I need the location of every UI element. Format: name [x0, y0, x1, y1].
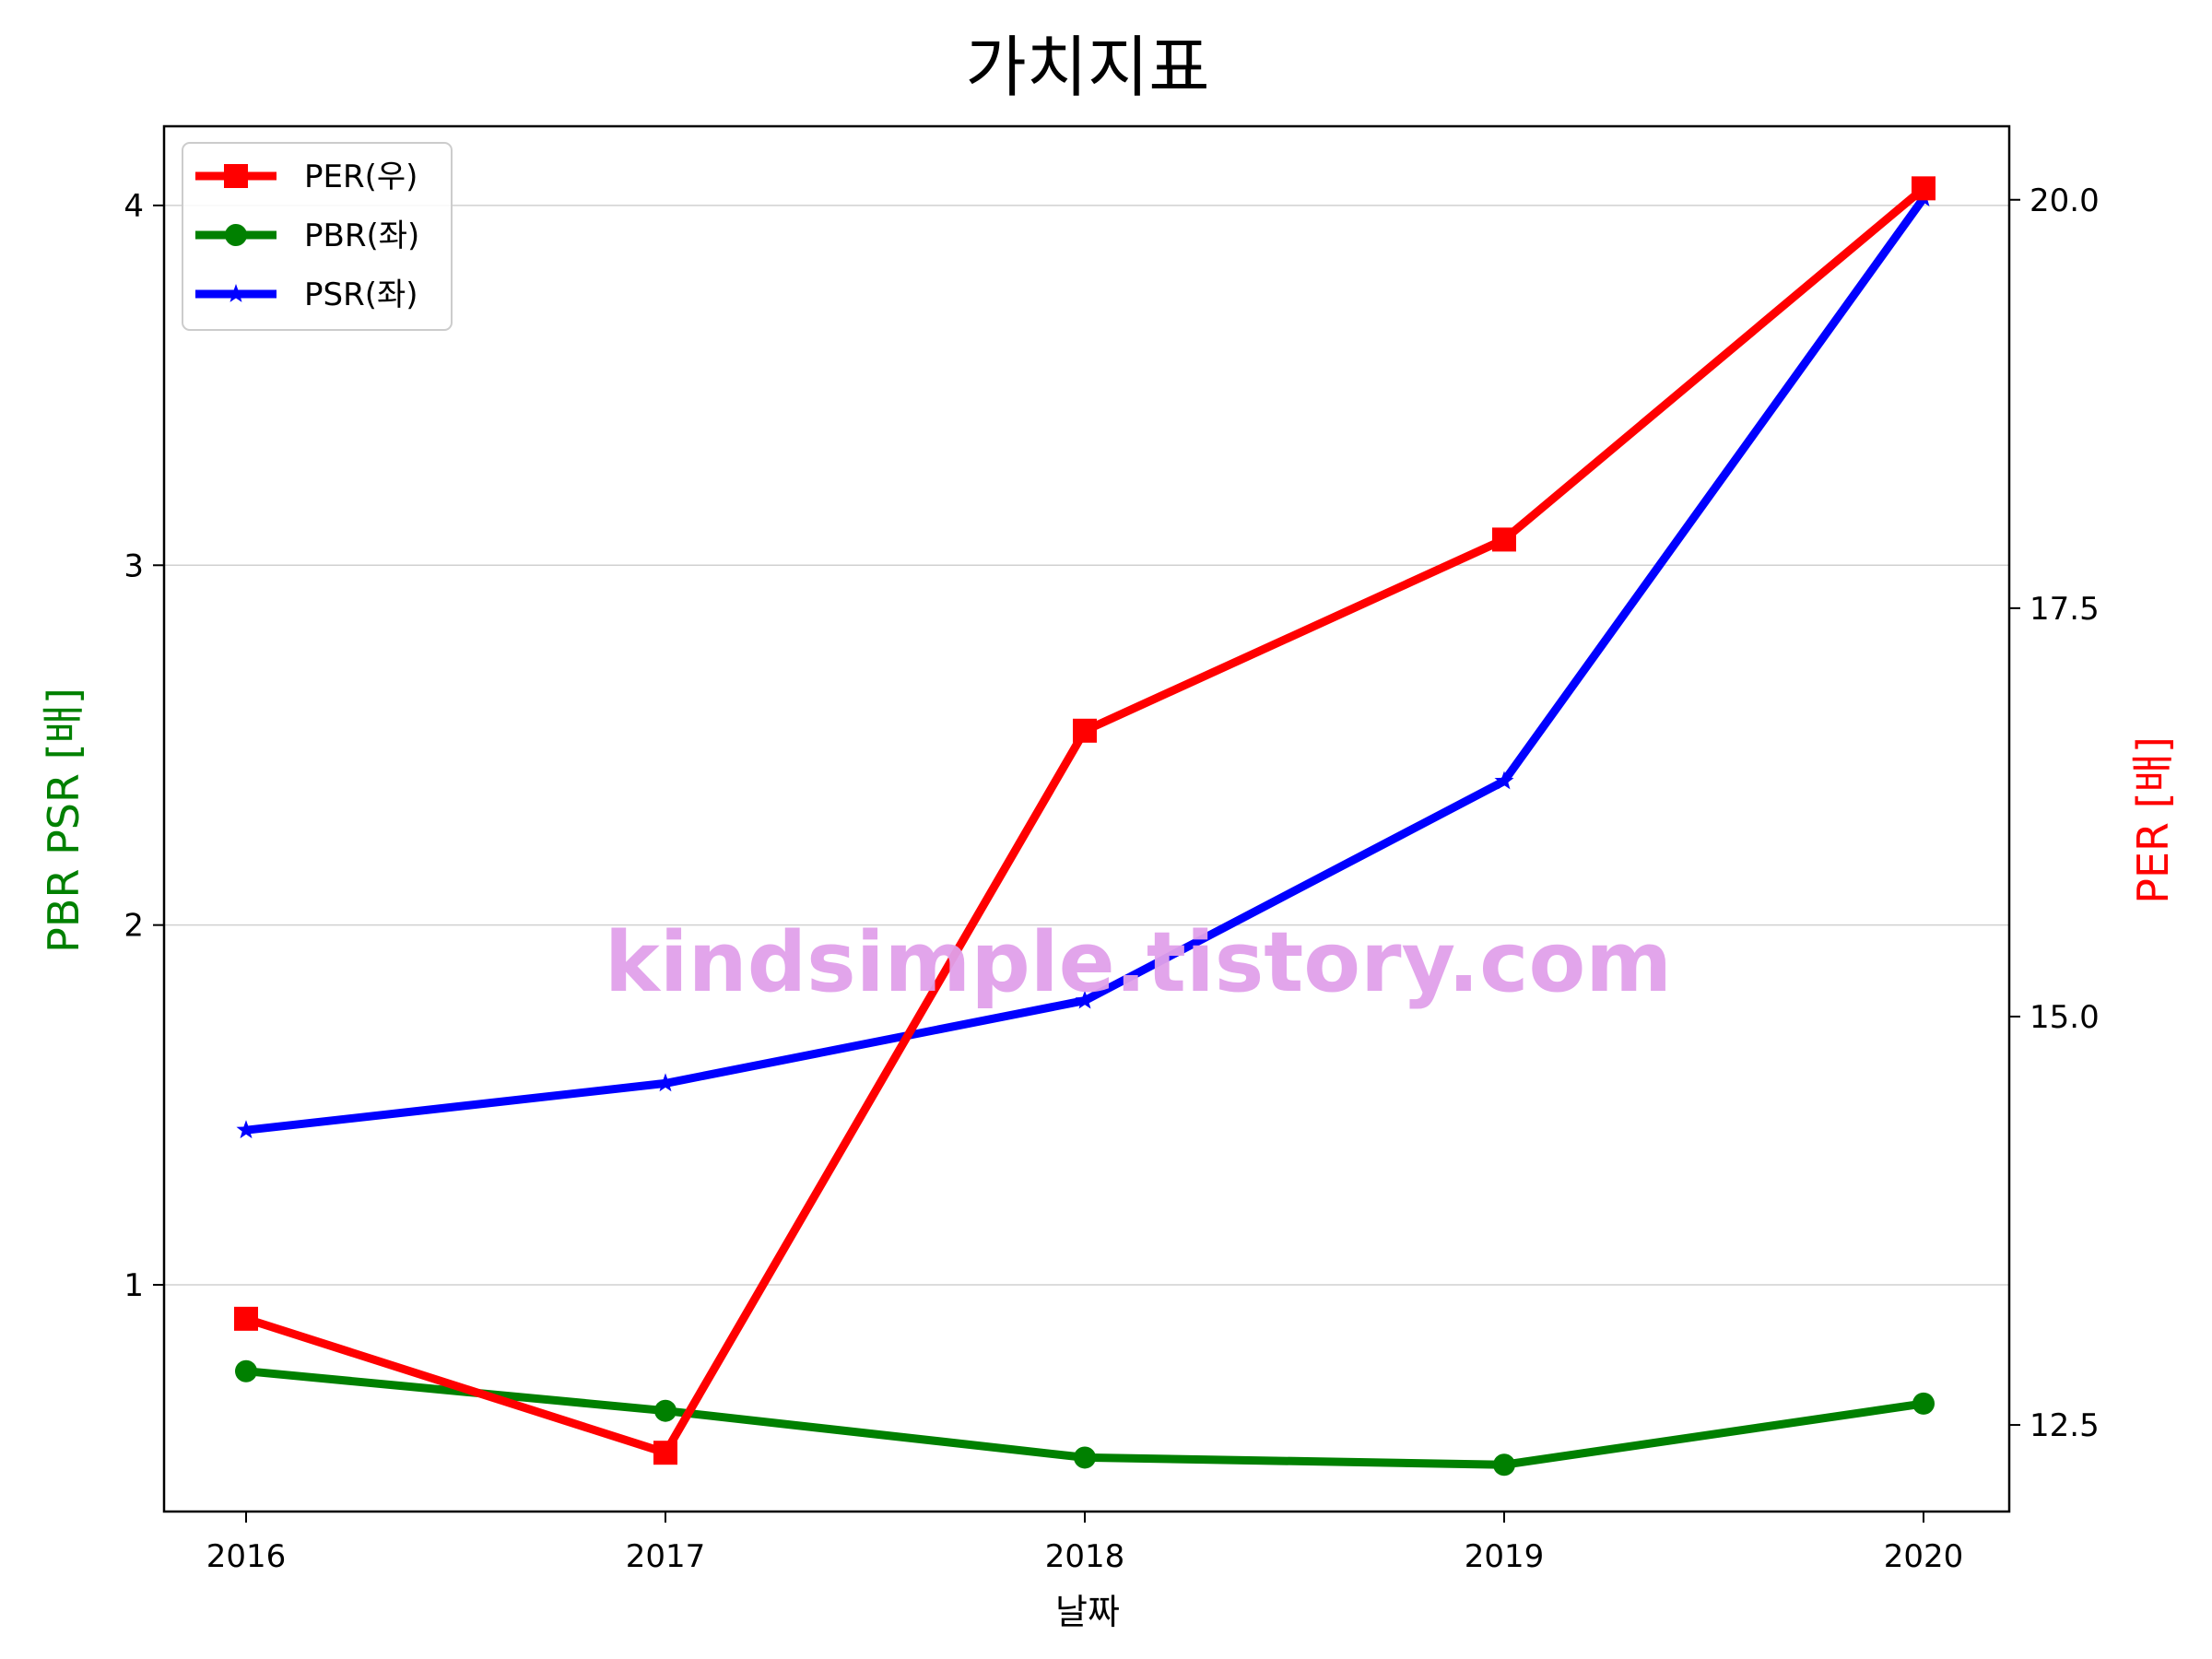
chart-title: 가치지표 — [966, 29, 1210, 106]
legend-box — [182, 142, 453, 331]
left-tick-label: 2 — [124, 908, 144, 945]
data-point-per — [1912, 176, 1936, 201]
right-tick-label: 12.5 — [2030, 1407, 2100, 1444]
left-axis-ticks: 1 2 3 4 — [124, 188, 164, 1304]
legend-label-psr: PSR(좌) — [304, 276, 418, 313]
legend-marker-psr — [226, 284, 246, 302]
data-point-psr — [236, 1120, 256, 1139]
right-axis-label: PER [배] — [2128, 736, 2178, 904]
x-tick-label: 2018 — [1045, 1538, 1125, 1575]
legend-marker-per — [224, 164, 248, 188]
legend: PER(우) PBR(좌) PSR(좌) — [182, 142, 453, 331]
data-point-pbr — [1912, 1392, 1935, 1415]
x-tick-label: 2017 — [626, 1538, 706, 1575]
x-tick-label: 2019 — [1465, 1538, 1545, 1575]
right-axis-ticks: 12.5 15.0 17.5 20.0 — [2009, 182, 2100, 1444]
data-point-pbr — [235, 1359, 257, 1382]
data-point-pbr — [1074, 1446, 1096, 1469]
data-point-psr — [1494, 771, 1514, 790]
gridlines — [164, 205, 2009, 1286]
data-point-per — [1492, 527, 1516, 552]
left-tick-label: 1 — [124, 1267, 144, 1304]
plot-frame — [162, 124, 2011, 1513]
data-point-pbr — [654, 1399, 677, 1422]
legend-label-per: PER(우) — [304, 159, 418, 195]
right-tick-label: 15.0 — [2030, 999, 2100, 1036]
x-axis-label: 날짜 — [1055, 1592, 1120, 1632]
left-tick-label: 3 — [124, 547, 144, 584]
left-tick-label: 4 — [124, 188, 144, 225]
series-lines — [234, 176, 1936, 1477]
data-point-pbr — [1493, 1453, 1515, 1477]
left-axis-label: PBR PSR [배] — [39, 688, 88, 953]
data-point-per — [234, 1306, 258, 1331]
right-tick-label: 17.5 — [2030, 591, 2100, 628]
data-point-psr — [655, 1073, 676, 1092]
data-point-per — [1073, 718, 1097, 743]
x-tick-label: 2020 — [1884, 1538, 1964, 1575]
x-tick-label: 2016 — [206, 1538, 287, 1575]
legend-label-pbr: PBR(좌) — [304, 218, 419, 254]
watermark: kindsimple.tistory.com — [605, 914, 1672, 1011]
data-point-per — [653, 1441, 677, 1465]
legend-marker-pbr — [225, 224, 247, 246]
series-line-per — [244, 184, 1926, 1457]
x-axis-ticks: 2016 2017 2018 2019 2020 — [206, 1512, 1964, 1575]
data-point-psr — [1075, 990, 1095, 1009]
right-tick-label: 20.0 — [2030, 182, 2100, 219]
